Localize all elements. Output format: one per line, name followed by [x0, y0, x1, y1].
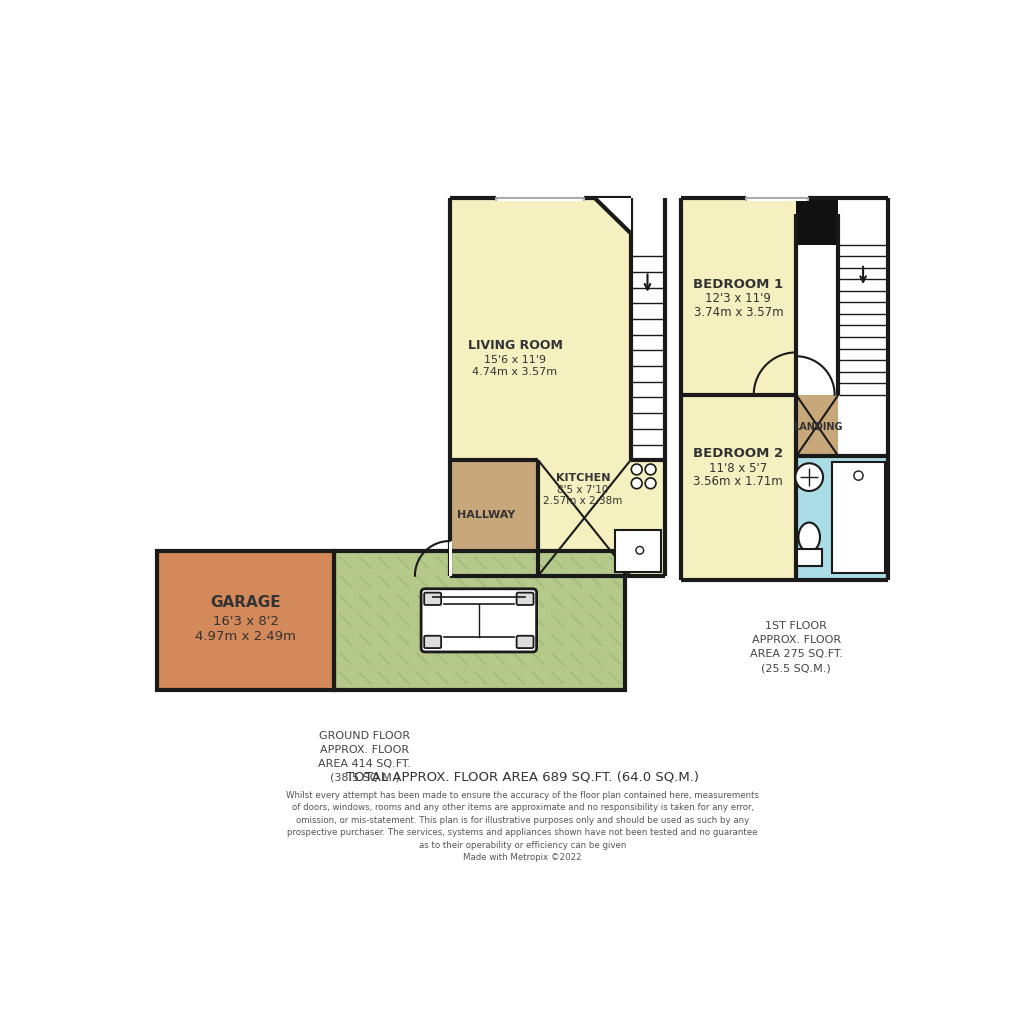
FancyBboxPatch shape — [424, 593, 440, 605]
Text: 15'6 x 11'9: 15'6 x 11'9 — [484, 355, 545, 364]
Bar — [745, 197, 807, 202]
Text: GARAGE: GARAGE — [210, 594, 280, 609]
Ellipse shape — [798, 523, 819, 552]
Circle shape — [645, 465, 655, 475]
Text: 4.74m x 3.57m: 4.74m x 3.57m — [472, 367, 557, 376]
Circle shape — [631, 479, 642, 489]
Bar — [795, 395, 838, 457]
Text: BEDROOM 2: BEDROOM 2 — [693, 446, 783, 460]
Bar — [614, 530, 660, 573]
Circle shape — [795, 464, 822, 491]
Circle shape — [645, 479, 655, 489]
FancyBboxPatch shape — [421, 589, 536, 652]
Text: LIVING ROOM: LIVING ROOM — [467, 339, 561, 352]
Polygon shape — [594, 199, 630, 233]
Text: Whilst every attempt has been made to ensure the accuracy of the floor plan cont: Whilst every attempt has been made to en… — [286, 790, 758, 861]
Text: 2.57m x 2.38m: 2.57m x 2.38m — [542, 496, 622, 505]
Circle shape — [853, 472, 862, 481]
Text: KITCHEN: KITCHEN — [555, 473, 609, 483]
Bar — [157, 551, 334, 690]
Bar — [796, 549, 820, 567]
Bar — [449, 199, 630, 461]
Bar — [448, 541, 451, 576]
Text: 3.74m x 3.57m: 3.74m x 3.57m — [693, 306, 783, 319]
Bar — [449, 461, 538, 576]
Bar — [795, 199, 838, 246]
Text: BEDROOM 1: BEDROOM 1 — [693, 277, 783, 290]
Bar — [334, 551, 625, 690]
Bar — [838, 199, 888, 395]
Bar — [680, 395, 795, 580]
Text: LANDING: LANDING — [792, 421, 842, 431]
Text: TOTAL APPROX. FLOOR AREA 689 SQ.FT. (64.0 SQ.M.): TOTAL APPROX. FLOOR AREA 689 SQ.FT. (64.… — [345, 770, 699, 783]
Bar — [795, 457, 888, 580]
Text: 8'5 x 7'10: 8'5 x 7'10 — [556, 484, 608, 494]
Circle shape — [631, 465, 642, 475]
FancyBboxPatch shape — [516, 593, 533, 605]
FancyBboxPatch shape — [424, 636, 440, 648]
FancyBboxPatch shape — [516, 636, 533, 648]
Bar — [538, 461, 664, 576]
Text: 16'3 x 8'2: 16'3 x 8'2 — [212, 614, 278, 628]
Text: 1ST FLOOR
APPROX. FLOOR
AREA 275 SQ.FT.
(25.5 SQ.M.): 1ST FLOOR APPROX. FLOOR AREA 275 SQ.FT. … — [749, 621, 842, 673]
Text: 11'8 x 5'7: 11'8 x 5'7 — [708, 462, 766, 474]
Text: 3.56m x 1.71m: 3.56m x 1.71m — [693, 475, 783, 488]
Bar — [680, 199, 795, 395]
Text: HALLWAY: HALLWAY — [457, 510, 515, 520]
Text: GROUND FLOOR
APPROX. FLOOR
AREA 414 SQ.FT.
(38.5 SQ.M.): GROUND FLOOR APPROX. FLOOR AREA 414 SQ.F… — [318, 730, 411, 782]
Bar — [495, 198, 584, 202]
Text: 4.97m x 2.49m: 4.97m x 2.49m — [195, 630, 296, 643]
Bar — [832, 463, 883, 574]
Circle shape — [635, 547, 643, 554]
Text: 12'3 x 11'9: 12'3 x 11'9 — [705, 291, 770, 305]
Bar — [630, 199, 664, 576]
